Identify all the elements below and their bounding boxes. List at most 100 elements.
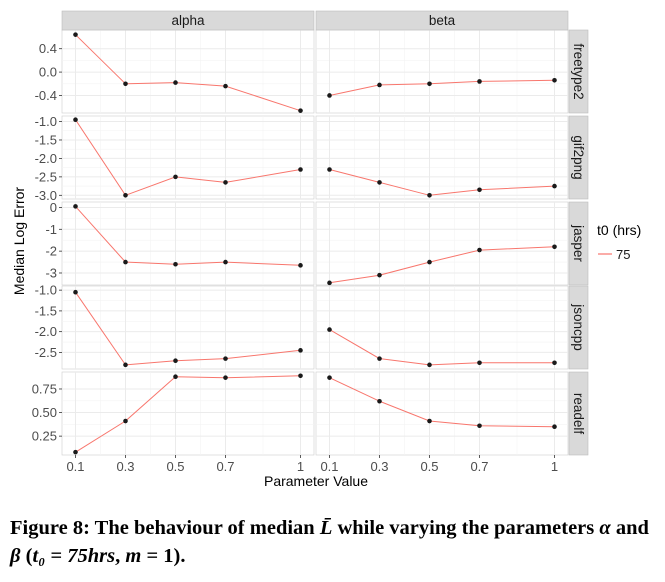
data-point (173, 358, 178, 364)
y-tick-label: 0.25 (32, 429, 57, 444)
panel-freetype2-alpha (61, 29, 315, 114)
data-point (427, 259, 432, 265)
y-axis-title: Median Log Error (11, 187, 27, 296)
panel-background (315, 115, 569, 200)
panel-gif2png-beta (315, 115, 569, 200)
data-point (73, 32, 78, 37)
x-tick-label: 0.1 (320, 459, 338, 474)
data-point (173, 374, 178, 380)
y-tick-label: 0.4 (39, 41, 57, 56)
caption-t0-value: 75hrs (67, 545, 116, 567)
caption-label: Figure 8: (10, 517, 90, 539)
legend-title: t0 (hrs) (597, 222, 641, 238)
data-point (377, 272, 382, 278)
data-point (73, 117, 78, 122)
figure-caption: Figure 8: The behaviour of median L̄ whi… (10, 514, 660, 570)
panel-background (315, 29, 569, 114)
y-tick-label: 0.75 (32, 381, 57, 396)
x-tick-label: 0.5 (166, 459, 184, 474)
panel-jsoncpp-alpha (61, 285, 315, 370)
data-point (327, 167, 332, 172)
data-point (552, 424, 557, 430)
x-tick-label: 0.1 (66, 459, 84, 474)
data-point (552, 183, 557, 189)
data-point (73, 204, 78, 209)
data-point (552, 360, 557, 366)
caption-text: ). (173, 545, 186, 567)
data-point (123, 259, 128, 265)
data-point (377, 82, 382, 88)
facet-strip-label: readelf (571, 393, 586, 435)
facet-strip-alpha (61, 10, 315, 31)
y-tick-label: -3 (45, 265, 57, 280)
y-tick-label: 0.50 (32, 405, 57, 420)
data-point (477, 423, 482, 429)
y-tick-label: -2.0 (35, 324, 57, 339)
data-point (298, 167, 303, 172)
facet-strip-jsoncpp (568, 285, 589, 370)
data-point (377, 356, 382, 361)
x-tick-label: 1 (297, 459, 304, 474)
caption-text: = (45, 545, 68, 567)
panel-background (61, 115, 315, 200)
data-point (327, 280, 332, 286)
data-point (73, 449, 78, 455)
data-point (427, 193, 432, 198)
y-tick-label: -2 (45, 244, 57, 259)
panel-background (315, 371, 569, 456)
panels-layer (61, 29, 569, 456)
data-point (298, 108, 303, 113)
panel-background (315, 285, 569, 370)
x-axis-title: Parameter Value (264, 473, 368, 489)
data-point (223, 83, 228, 89)
data-point (173, 80, 178, 85)
data-point (298, 263, 303, 268)
y-tick-label: -3.0 (35, 188, 57, 203)
caption-beta-symbol: β (10, 545, 21, 567)
data-point (298, 348, 303, 353)
data-point (427, 81, 432, 87)
panel-readelf-alpha (61, 371, 315, 456)
caption-alpha-symbol: α (599, 517, 611, 539)
data-point (477, 187, 482, 193)
caption-text: , (115, 545, 126, 567)
y-tick-label: -1.5 (35, 303, 57, 318)
panel-gif2png-alpha (61, 115, 315, 200)
data-point (173, 261, 178, 267)
y-tick-label: -1.0 (35, 114, 57, 129)
facet-strip-label: jsoncpp (571, 303, 586, 351)
panel-background (61, 371, 315, 456)
facet-strip-label: freetype2 (571, 43, 586, 99)
caption-l-symbol: L̄ (319, 517, 333, 539)
data-point (327, 327, 332, 332)
x-tick-label: 0.5 (420, 459, 438, 474)
x-tick-label: 0.3 (116, 459, 134, 474)
caption-text: ( (20, 545, 33, 567)
data-point (377, 398, 382, 404)
caption-m-symbol: m (125, 545, 142, 567)
data-point (552, 244, 557, 250)
data-point (223, 375, 228, 380)
y-tick-label: 0.0 (39, 65, 57, 80)
panel-freetype2-beta (315, 29, 569, 114)
facet-strip-beta (315, 10, 569, 31)
caption-t0-symbol: t₀ (32, 545, 46, 567)
data-point (173, 174, 178, 180)
facet-strip-jasper (568, 201, 589, 286)
data-point (427, 362, 432, 368)
panel-background (61, 29, 315, 114)
caption-text: and (610, 517, 649, 539)
y-tick-label: -1 (45, 222, 57, 237)
facet-strip-readelf (568, 371, 589, 456)
data-point (223, 180, 228, 185)
x-tick-label: 0.7 (216, 459, 234, 474)
y-tick-label: -2.5 (35, 169, 57, 184)
facet-strip-gif2png (568, 115, 589, 200)
data-point (477, 360, 482, 366)
legend-entry-label: 75 (616, 247, 630, 262)
data-point (223, 259, 228, 265)
facet-strip-freetype2 (568, 29, 589, 114)
data-point (377, 180, 382, 185)
data-point (123, 418, 128, 424)
caption-text: = (141, 545, 164, 567)
